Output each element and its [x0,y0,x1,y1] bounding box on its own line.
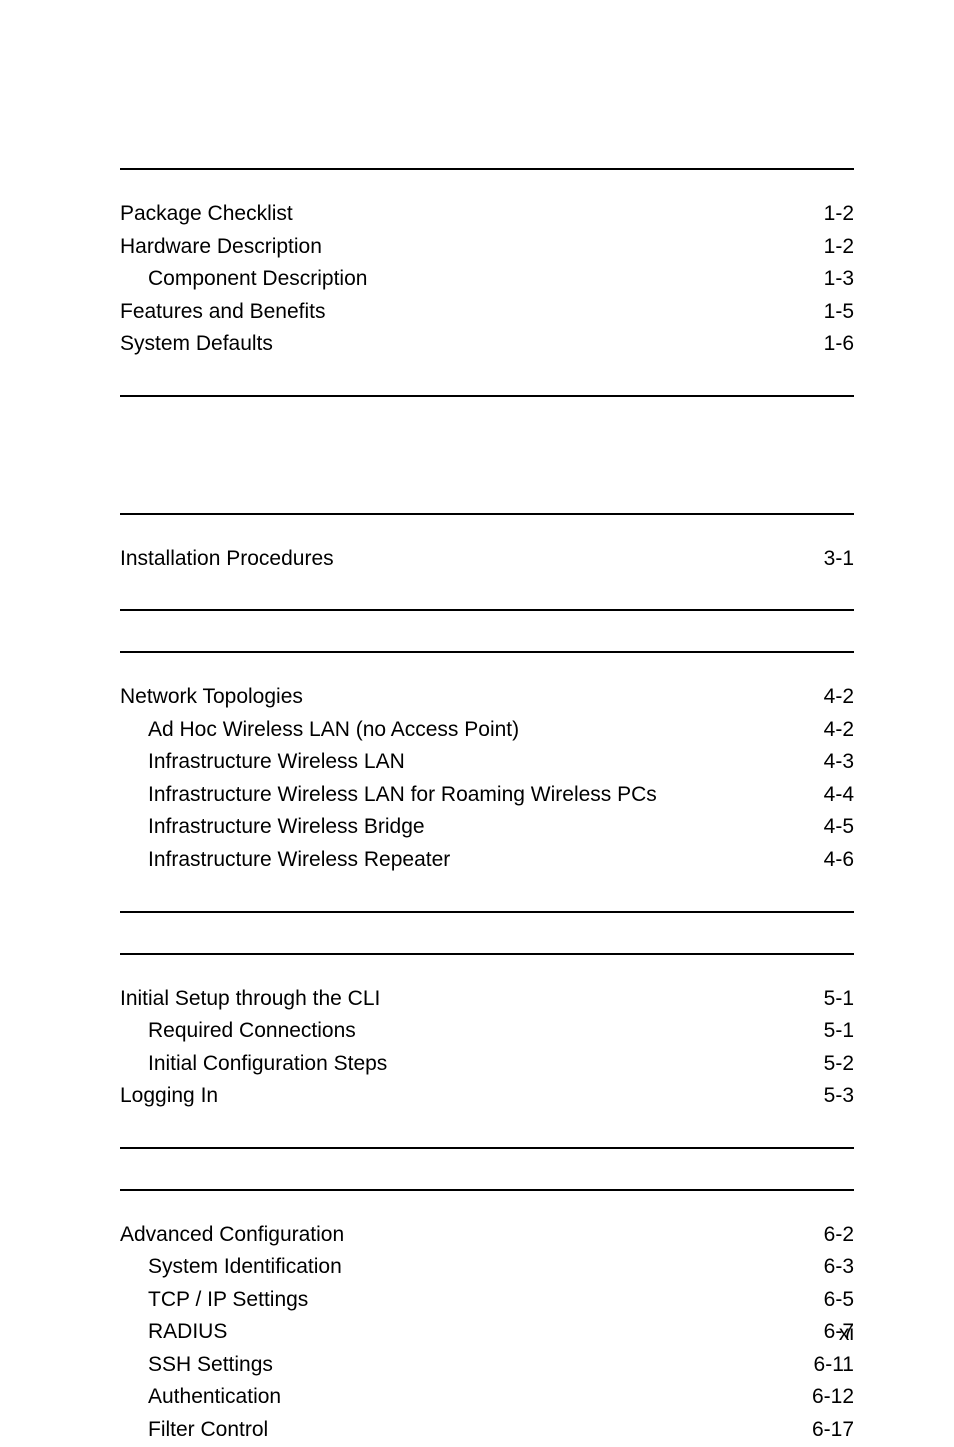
toc-page: 1-6 [804,328,854,361]
toc-page: 6-5 [804,1284,854,1317]
toc-row: Infrastructure Wireless Repeater 4-6 [120,844,854,877]
toc-label: Network Topologies [120,681,303,714]
toc-row: Features and Benefits 1-5 [120,296,854,329]
toc-label: Advanced Configuration [120,1219,344,1252]
toc-row: Installation Procedures 3-1 [120,543,854,576]
toc-page: 4-5 [804,811,854,844]
toc-page: 1-3 [804,263,854,296]
toc-row: SSH Settings 6-11 [120,1349,854,1382]
toc-page: 4-2 [804,714,854,747]
toc-section: Initial Setup through the CLI 5-1 Requir… [120,953,854,1149]
toc-row: Network Topologies 4-2 [120,681,854,714]
toc-row: Authentication 6-12 [120,1381,854,1414]
toc-row: Initial Setup through the CLI 5-1 [120,983,854,1016]
toc-row: System Identification 6-3 [120,1251,854,1284]
toc-label: Required Connections [148,1015,356,1048]
toc-label: Infrastructure Wireless Repeater [148,844,450,877]
toc-row: Component Description 1-3 [120,263,854,296]
toc-page: 1-5 [804,296,854,329]
toc-row: Logging In 5-3 [120,1080,854,1113]
toc-row: System Defaults 1-6 [120,328,854,361]
toc-row: Required Connections 5-1 [120,1015,854,1048]
toc-label: Authentication [148,1381,281,1414]
toc-label: Hardware Description [120,231,322,264]
toc-label: Ad Hoc Wireless LAN (no Access Point) [148,714,519,747]
toc-label: Features and Benefits [120,296,325,329]
toc-label: Initial Configuration Steps [148,1048,387,1081]
toc-label: Installation Procedures [120,543,334,576]
toc-row: Infrastructure Wireless LAN for Roaming … [120,779,854,812]
toc-section: Installation Procedures 3-1 [120,513,854,612]
toc-label: Filter Control [148,1414,268,1447]
toc-label: Component Description [148,263,367,296]
toc-section: Package Checklist 1-2 Hardware Descripti… [120,168,854,397]
toc-label: System Identification [148,1251,342,1284]
toc-section: Advanced Configuration 6-2 System Identi… [120,1189,854,1447]
toc-row: Initial Configuration Steps 5-2 [120,1048,854,1081]
toc-label: SSH Settings [148,1349,273,1382]
toc-label: TCP / IP Settings [148,1284,308,1317]
toc-label: Infrastructure Wireless LAN for Roaming … [148,779,657,812]
toc-page: 3-1 [804,543,854,576]
toc-page: 5-2 [804,1048,854,1081]
toc-row: Advanced Configuration 6-2 [120,1219,854,1252]
toc-label: Logging In [120,1080,218,1113]
toc-label: Infrastructure Wireless Bridge [148,811,425,844]
toc-page: 4-4 [804,779,854,812]
toc-row: Hardware Description 1-2 [120,231,854,264]
toc-page: 4-6 [804,844,854,877]
toc-label: Initial Setup through the CLI [120,983,380,1016]
toc-row: TCP / IP Settings 6-5 [120,1284,854,1317]
toc-page: 4-3 [804,746,854,779]
toc-page: 5-1 [804,1015,854,1048]
toc-row: RADIUS 6-7 [120,1316,854,1349]
page-number: xi [839,1322,854,1346]
toc-row: Filter Control 6-17 [120,1414,854,1447]
toc-row: Infrastructure Wireless LAN 4-3 [120,746,854,779]
toc-page: 6-2 [804,1219,854,1252]
toc-page: 5-1 [804,983,854,1016]
toc-page: 4-2 [804,681,854,714]
toc-section: Network Topologies 4-2 Ad Hoc Wireless L… [120,651,854,912]
toc-page: 1-2 [804,231,854,264]
toc-label: Infrastructure Wireless LAN [148,746,405,779]
toc-page: 5-3 [804,1080,854,1113]
toc-page: 6-11 [794,1349,854,1382]
toc-page: 6-3 [804,1251,854,1284]
section-gap [120,457,854,513]
toc-label: RADIUS [148,1316,227,1349]
toc-label: Package Checklist [120,198,293,231]
toc-row: Infrastructure Wireless Bridge 4-5 [120,811,854,844]
toc-row: Ad Hoc Wireless LAN (no Access Point) 4-… [120,714,854,747]
toc-page: 6-12 [792,1381,854,1414]
toc-page: 1-2 [804,198,854,231]
toc-page: 6-17 [792,1414,854,1447]
toc-row: Package Checklist 1-2 [120,198,854,231]
toc-label: System Defaults [120,328,273,361]
